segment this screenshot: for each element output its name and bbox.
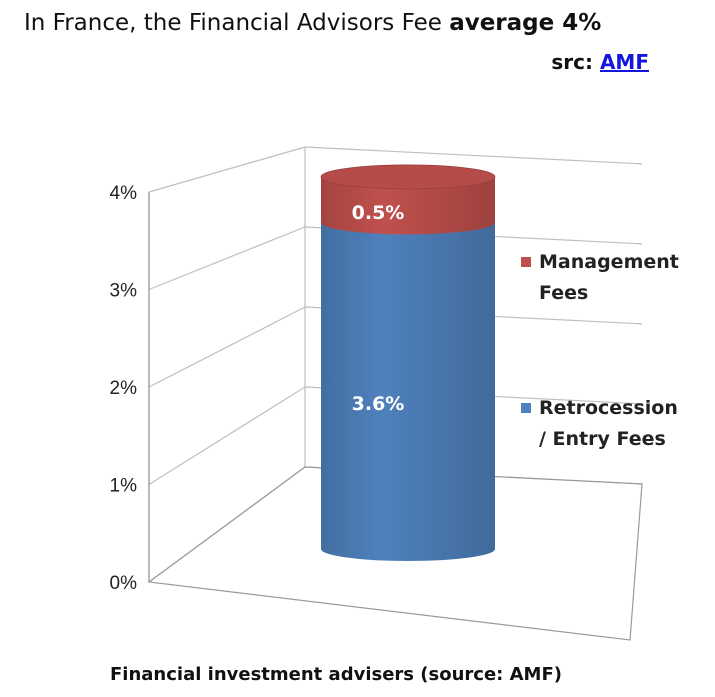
floor-outline [147,466,643,641]
back-wall-gridline [304,146,643,165]
legend-swatch [521,257,531,267]
source-link[interactable]: AMF [599,50,649,74]
legend-label: / Entry Fees [539,428,666,450]
cylinder-segment-management [321,176,495,235]
data-label: 3.6% [352,393,405,415]
y-tick-label: 4% [110,183,138,204]
cylinder-segment-retrocession [321,222,495,562]
legend-label: Retrocession [539,397,678,419]
legend-label: Management [539,251,679,273]
data-label: 0.5% [352,202,405,224]
legend-label: Fees [539,282,588,304]
headline-prefix: In France, the Financial Advisors Fee [24,10,450,36]
y-tick-label: 0% [110,573,138,594]
side-wall-gridline [148,306,306,388]
headline: In France, the Financial Advisors Fee av… [24,10,704,36]
side-wall-gridline [148,226,306,291]
y-tick-label: 3% [110,281,138,302]
side-wall-gridline [148,386,306,486]
source-label: src: [551,50,600,74]
headline-bold: average 4% [449,10,602,36]
y-tick-label: 1% [110,476,138,497]
x-axis-label: Financial investment advisers (source: A… [110,664,562,685]
y-tick-label: 2% [110,378,138,399]
side-wall-gridline [148,146,306,193]
source-line: src: AMF [551,50,649,74]
cylinder-top-cap [320,164,496,190]
legend-swatch [521,403,531,413]
